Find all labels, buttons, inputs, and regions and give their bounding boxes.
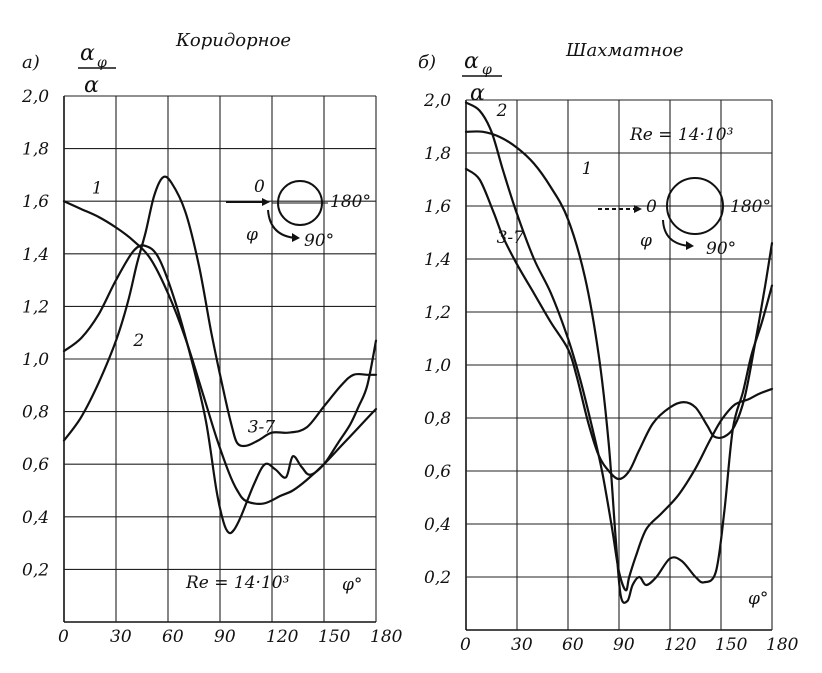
- panel-b-grid: [465, 99, 773, 631]
- series-label-2: 2: [496, 101, 508, 121]
- y-tick-label: 1,0: [22, 350, 49, 370]
- series-label-2: 2: [132, 331, 144, 351]
- series-label-3-7: 3-7: [248, 418, 276, 438]
- y-tick-label: 1,0: [424, 356, 451, 376]
- x-tick-label: 0: [460, 635, 471, 655]
- panel-b-xlabel: φ°: [748, 589, 768, 609]
- series-line-2: [464, 101, 774, 592]
- panel-a-reynolds: Re = 14·10³: [185, 573, 290, 593]
- panel-b-ylabel: α φ α: [462, 49, 502, 106]
- x-tick-label: 150: [318, 627, 351, 647]
- panel-b-series: [464, 101, 774, 604]
- panel-a-inset-phi: φ: [246, 225, 258, 245]
- y-tick-label: 0,2: [424, 568, 451, 588]
- arrowhead-icon: [262, 198, 270, 206]
- y-tick-label: 0,2: [22, 560, 49, 580]
- x-tick-label: 60: [162, 627, 184, 647]
- panel-b-inset-phi: φ: [640, 231, 652, 251]
- rotation-arrowhead-icon: [686, 241, 694, 250]
- panel-b-title: Шахматное: [565, 40, 684, 61]
- panel-a-inset-zero: 0: [254, 177, 265, 197]
- panel-b-letter: б): [418, 52, 436, 73]
- y-tick-label: 1,2: [424, 303, 451, 323]
- panel-a-inset-angle: 180°: [330, 192, 371, 212]
- panel-a-inset-quarter: 90°: [304, 231, 334, 251]
- series-line-3-7: [62, 175, 378, 448]
- x-tick-label: 0: [58, 627, 69, 647]
- x-tick-label: 60: [562, 635, 584, 655]
- series-label-3-7: 3-7: [497, 228, 525, 248]
- panel-a-ylabel-den: α: [84, 73, 99, 98]
- panel-b-reynolds: Re = 14·10³: [629, 125, 734, 145]
- panel-a-series: [62, 175, 378, 535]
- x-tick-label: 150: [715, 635, 748, 655]
- x-tick-label: 30: [110, 627, 132, 647]
- y-tick-label: 0,8: [22, 403, 49, 423]
- y-tick-label: 1,6: [424, 197, 451, 217]
- y-tick-label: 0,6: [22, 455, 49, 475]
- y-tick-label: 2,0: [21, 87, 49, 107]
- panel-b-inset-angle: 180°: [730, 197, 771, 217]
- panel-a-title: Коридорное: [175, 30, 291, 51]
- rotation-arc-icon: [662, 219, 691, 247]
- y-tick-label: 0,4: [22, 508, 49, 528]
- panel-b-series-labels: 1 2 3-7: [496, 101, 593, 248]
- arrowhead-icon: [634, 205, 642, 213]
- panel-a-ylabel: α φ α: [78, 41, 116, 98]
- rotation-arrowhead-icon: [292, 233, 300, 242]
- panel-a-xlabel: φ°: [342, 575, 362, 595]
- panel-b-inset-zero: 0: [646, 197, 657, 217]
- panel-b-inset-quarter: 90°: [706, 239, 736, 259]
- x-tick-label: 90: [613, 635, 635, 655]
- series-label-1: 1: [582, 159, 593, 179]
- y-tick-label: 1,2: [22, 297, 49, 317]
- y-tick-label: 1,8: [424, 144, 451, 164]
- x-tick-label: 90: [214, 627, 236, 647]
- x-tick-label: 120: [664, 635, 697, 655]
- x-tick-label: 30: [511, 635, 533, 655]
- panel-a-ylabel-sub: φ: [97, 55, 107, 71]
- series-line-2: [62, 244, 378, 535]
- x-tick-label: 180: [766, 635, 799, 655]
- panel-a-inset: 0 180° φ 90°: [226, 177, 371, 251]
- x-tick-label: 180: [370, 627, 403, 647]
- y-tick-label: 0,6: [424, 462, 451, 482]
- series-line-1: [464, 130, 774, 604]
- y-tick-label: 0,8: [424, 409, 451, 429]
- chart-panel-b: б) α φ α Шахматное 0,2 0,4 0,6 0,8 1,0 1,2 1,4…: [418, 40, 799, 655]
- series-line-3-7: [464, 167, 774, 481]
- panel-a-y-ticks: 0,2 0,4 0,6 0,8 1,0 1,2 1,4 1,6 1,8 2,0: [21, 87, 49, 580]
- series-label-1: 1: [92, 178, 103, 198]
- x-tick-label: 120: [266, 627, 299, 647]
- panel-b-ylabel-den: α: [470, 81, 485, 106]
- y-tick-label: 1,6: [22, 192, 49, 212]
- panel-a-letter: а): [22, 52, 40, 73]
- panel-a-x-ticks: 0 30 60 90 120 150 180: [58, 627, 403, 647]
- panel-b-x-ticks: 0 30 60 90 120 150 180: [460, 635, 799, 655]
- panel-b-ylabel-sub: φ: [482, 62, 492, 78]
- panel-b-ylabel-num: α: [464, 49, 479, 74]
- rotation-arc-icon: [267, 209, 297, 239]
- y-tick-label: 1,4: [424, 250, 451, 270]
- y-tick-label: 2,0: [423, 91, 451, 111]
- chart-panel-a: а) α φ α Коридорное 0,2 0,4 0,6 0,8 1,0 1,2 1,…: [21, 30, 403, 647]
- panel-a-series-labels: 1 2 3-7: [92, 178, 276, 437]
- y-tick-label: 1,4: [22, 245, 49, 265]
- panel-b-y-ticks: 0,2 0,4 0,6 0,8 1,0 1,2 1,4 1,6 1,8 2,0: [423, 91, 451, 588]
- panel-b-inset: 0 180° φ 90°: [598, 177, 771, 259]
- y-tick-label: 1,8: [22, 140, 49, 160]
- panel-a-ylabel-num: α: [80, 41, 95, 66]
- y-tick-label: 0,4: [424, 515, 451, 535]
- panel-a-grid: [63, 95, 377, 623]
